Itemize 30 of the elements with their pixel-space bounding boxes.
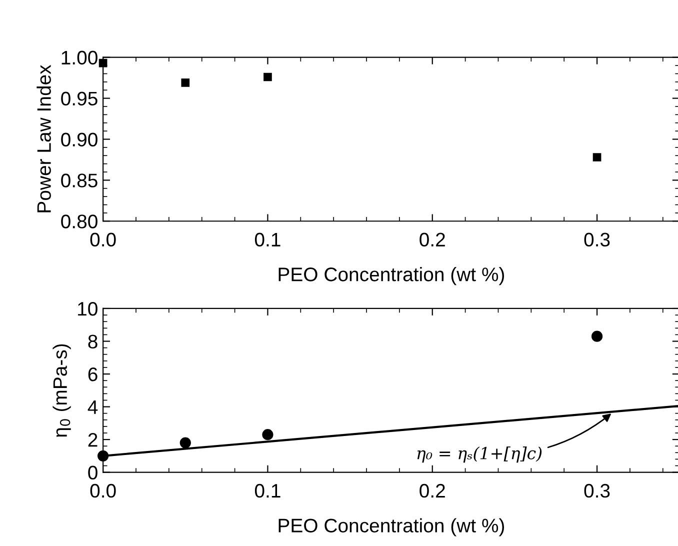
y-tick-label: 4 — [88, 400, 98, 414]
y-tick-label: 0.95 — [61, 92, 98, 106]
x-tick-label: 0.1 — [254, 232, 280, 247]
point — [592, 153, 602, 162]
y-tick-label: 8 — [88, 334, 98, 348]
y-tick-label: 2 — [88, 433, 98, 447]
y-axis-title: Power Law Index — [36, 64, 51, 212]
point — [180, 437, 191, 448]
x-tick-label: 0.3 — [584, 484, 610, 498]
y-axis-title: η$_{0}$ (mPa-s) — [52, 344, 71, 437]
y-tick-label: 0 — [88, 466, 98, 480]
point — [262, 429, 274, 440]
y-tick-label: 0.80 — [61, 214, 98, 228]
y-tick-label: 0.85 — [61, 174, 98, 188]
x-axis-title: PEO Concentration (wt %) — [278, 518, 504, 536]
y-tick-label: 10 — [78, 302, 98, 316]
y-tick-label: 0.90 — [61, 132, 98, 146]
x-tick-label: 0.2 — [420, 232, 445, 247]
x-tick-label: 0.0 — [90, 232, 116, 247]
x-axis-title: PEO Concentration (wt %) — [278, 267, 504, 286]
y-tick-label: 6 — [88, 367, 98, 382]
x-tick-label: 0.2 — [420, 484, 445, 498]
x-tick-label: 0.0 — [90, 484, 116, 498]
x-tick-label: 0.1 — [254, 484, 280, 498]
point — [181, 78, 190, 87]
point — [591, 330, 603, 342]
point — [264, 72, 272, 82]
y-tick-label: 1.00 — [62, 50, 98, 65]
x-tick-label: 0.3 — [584, 232, 610, 247]
annotation: η₀ = ηₛ(1+[η]c) — [417, 446, 542, 463]
